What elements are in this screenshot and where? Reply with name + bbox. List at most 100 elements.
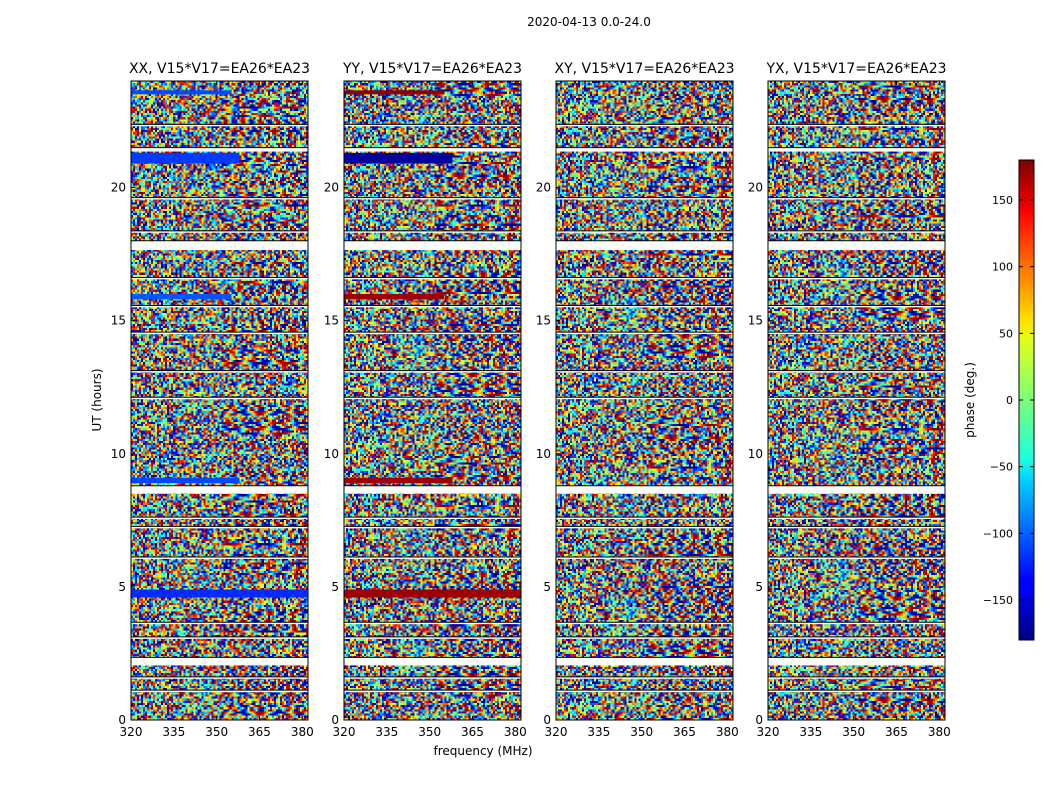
flagged-gap <box>344 622 521 625</box>
flagged-gap <box>344 517 521 519</box>
y-tick-label: 20 <box>111 181 126 195</box>
y-tick-label: 15 <box>748 314 763 328</box>
flagged-gap <box>131 147 308 152</box>
y-tick-label: 10 <box>536 447 551 461</box>
panel-frame <box>130 80 309 721</box>
panel-frame <box>555 80 734 721</box>
panel-title: XY, V15*V17=EA26*EA23 <box>554 61 734 77</box>
heatmap-image <box>768 81 945 720</box>
flagged-gap <box>768 240 945 251</box>
flagged-gap <box>131 676 308 679</box>
flagged-gap <box>768 485 945 494</box>
x-tick-label: 350 <box>630 725 653 739</box>
flagged-gap <box>131 557 308 559</box>
colorbar-tick-label: −150 <box>983 594 1013 607</box>
flagged-gap <box>768 230 945 233</box>
y-tick-label: 20 <box>324 181 339 195</box>
flagged-gap <box>768 124 945 127</box>
flagged-gap <box>768 305 945 308</box>
y-tick-label: 10 <box>111 447 126 461</box>
x-tick-label: 350 <box>842 725 865 739</box>
flagged-gap <box>768 676 945 679</box>
y-tick-label: 10 <box>748 447 763 461</box>
x-tick-label: 350 <box>418 725 441 739</box>
flagged-gap <box>131 636 308 639</box>
x-tick-label: 365 <box>248 725 271 739</box>
phase-block <box>344 589 521 598</box>
x-tick-label: 350 <box>205 725 228 739</box>
flagged-gap <box>768 197 945 200</box>
y-axis-label: UT (hours) <box>90 368 104 431</box>
heatmap-image <box>344 81 521 720</box>
x-tick-label: 335 <box>375 725 398 739</box>
flagged-gap <box>131 370 308 373</box>
colorbar-tick-label: 100 <box>992 261 1013 274</box>
flagged-gap <box>131 517 308 519</box>
flagged-gap <box>131 622 308 625</box>
flagged-gap <box>344 305 521 308</box>
flagged-gap <box>556 230 733 233</box>
flagged-gap <box>344 240 521 251</box>
panel-title: YY, V15*V17=EA26*EA23 <box>342 61 522 77</box>
flagged-gap <box>344 636 521 639</box>
x-tick-label: 380 <box>291 725 314 739</box>
panel-frame <box>767 80 946 721</box>
colorbar-tick-label: 150 <box>992 194 1013 207</box>
flagged-gap <box>344 332 521 334</box>
flagged-gap <box>131 485 308 494</box>
flagged-gap <box>344 277 521 280</box>
x-tick-label: 320 <box>120 725 143 739</box>
flagged-gap <box>556 240 733 251</box>
flagged-gap <box>768 690 945 693</box>
flagged-gap <box>131 690 308 693</box>
flagged-gap <box>556 397 733 400</box>
colorbar-tick-label: 0 <box>1006 394 1013 407</box>
heatmap-image <box>556 81 733 720</box>
flagged-gap <box>344 657 521 666</box>
y-tick-label: 0 <box>755 713 763 727</box>
y-tick-label: 10 <box>324 447 339 461</box>
colorbar-label: phase (deg.) <box>963 362 977 438</box>
y-tick-label: 0 <box>331 713 339 727</box>
phase-block <box>344 90 444 95</box>
flagged-gap <box>344 676 521 679</box>
phase-block <box>131 589 308 598</box>
x-tick-label: 365 <box>461 725 484 739</box>
y-tick-label: 15 <box>536 314 551 328</box>
heatmap-image <box>131 81 308 720</box>
flagged-gap <box>768 517 945 519</box>
flagged-gap <box>344 370 521 373</box>
panel-yx: YX, V15*V17=EA26*EA23 320 335 350 365 380 0 5 10… <box>748 61 951 739</box>
x-tick-label: 335 <box>799 725 822 739</box>
flagged-gap <box>344 526 521 529</box>
flagged-gap <box>556 636 733 639</box>
flagged-gap <box>556 526 733 529</box>
flagged-gap <box>556 557 733 559</box>
colorbar-tick-label: −50 <box>990 461 1013 474</box>
y-tick-label: 0 <box>118 713 126 727</box>
flagged-gap <box>344 397 521 400</box>
flagged-gap <box>556 517 733 519</box>
flagged-gap <box>556 657 733 666</box>
flagged-gap <box>768 277 945 280</box>
phase-block <box>131 294 231 300</box>
flagged-gap <box>556 690 733 693</box>
flagged-gap <box>131 397 308 400</box>
panel-title: XX, V15*V17=EA26*EA23 <box>129 61 310 77</box>
phase-block <box>131 477 240 484</box>
phase-block <box>131 152 240 164</box>
x-tick-label: 365 <box>673 725 696 739</box>
flagged-gap <box>131 332 308 334</box>
phase-block <box>344 477 453 484</box>
flagged-gap <box>768 147 945 152</box>
x-tick-label: 335 <box>587 725 610 739</box>
flagged-gap <box>131 240 308 251</box>
flagged-gap <box>344 197 521 200</box>
flagged-gap <box>131 277 308 280</box>
flagged-gap <box>131 305 308 308</box>
flagged-gap <box>131 230 308 233</box>
flagged-gap <box>344 485 521 494</box>
flagged-gap <box>768 332 945 334</box>
flagged-gap <box>344 147 521 152</box>
flagged-gap <box>768 657 945 666</box>
